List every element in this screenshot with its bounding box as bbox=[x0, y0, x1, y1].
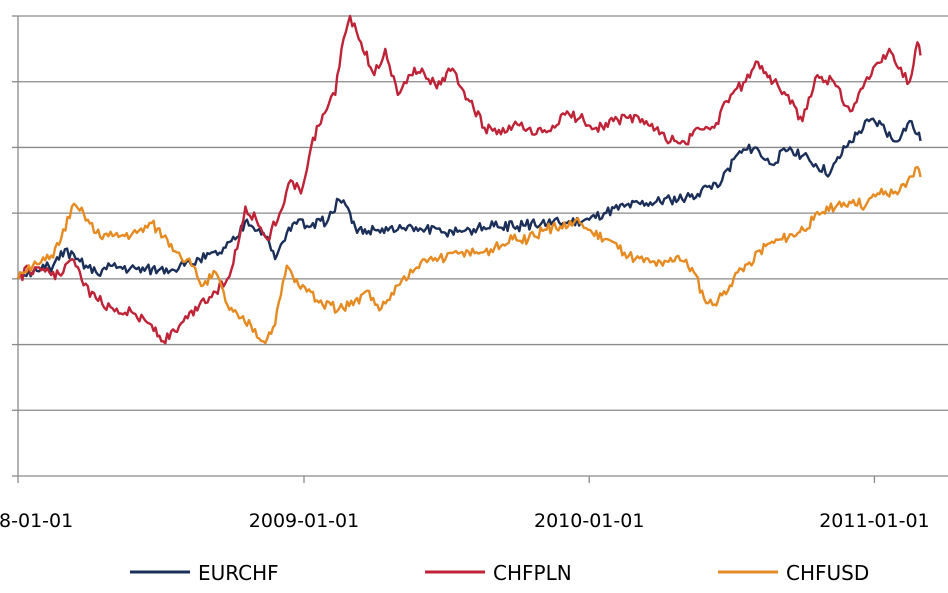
x-tick-label: 2008-01-01 bbox=[0, 510, 73, 532]
x-tick-label: 2010-01-01 bbox=[534, 510, 644, 532]
legend-label-eurchf: EURCHF bbox=[198, 561, 279, 585]
legend: EURCHF CHFPLN CHFUSD bbox=[130, 561, 869, 585]
x-axis-ticks: 2008-01-01 2009-01-01 2010-01-01 2011-01-01 bbox=[0, 476, 930, 532]
x-tick-label: 2009-01-01 bbox=[249, 510, 359, 532]
legend-label-chfusd: CHFUSD bbox=[786, 561, 869, 585]
axes bbox=[12, 15, 948, 477]
series-lines bbox=[16, 14, 922, 345]
gridlines bbox=[18, 15, 948, 411]
legend-label-chfpln: CHFPLN bbox=[493, 561, 572, 585]
series-line-chfusd bbox=[16, 165, 922, 345]
series-line-chfpln bbox=[16, 14, 922, 345]
series-line-eurchf bbox=[16, 117, 922, 280]
x-tick-label: 2011-01-01 bbox=[819, 510, 929, 532]
